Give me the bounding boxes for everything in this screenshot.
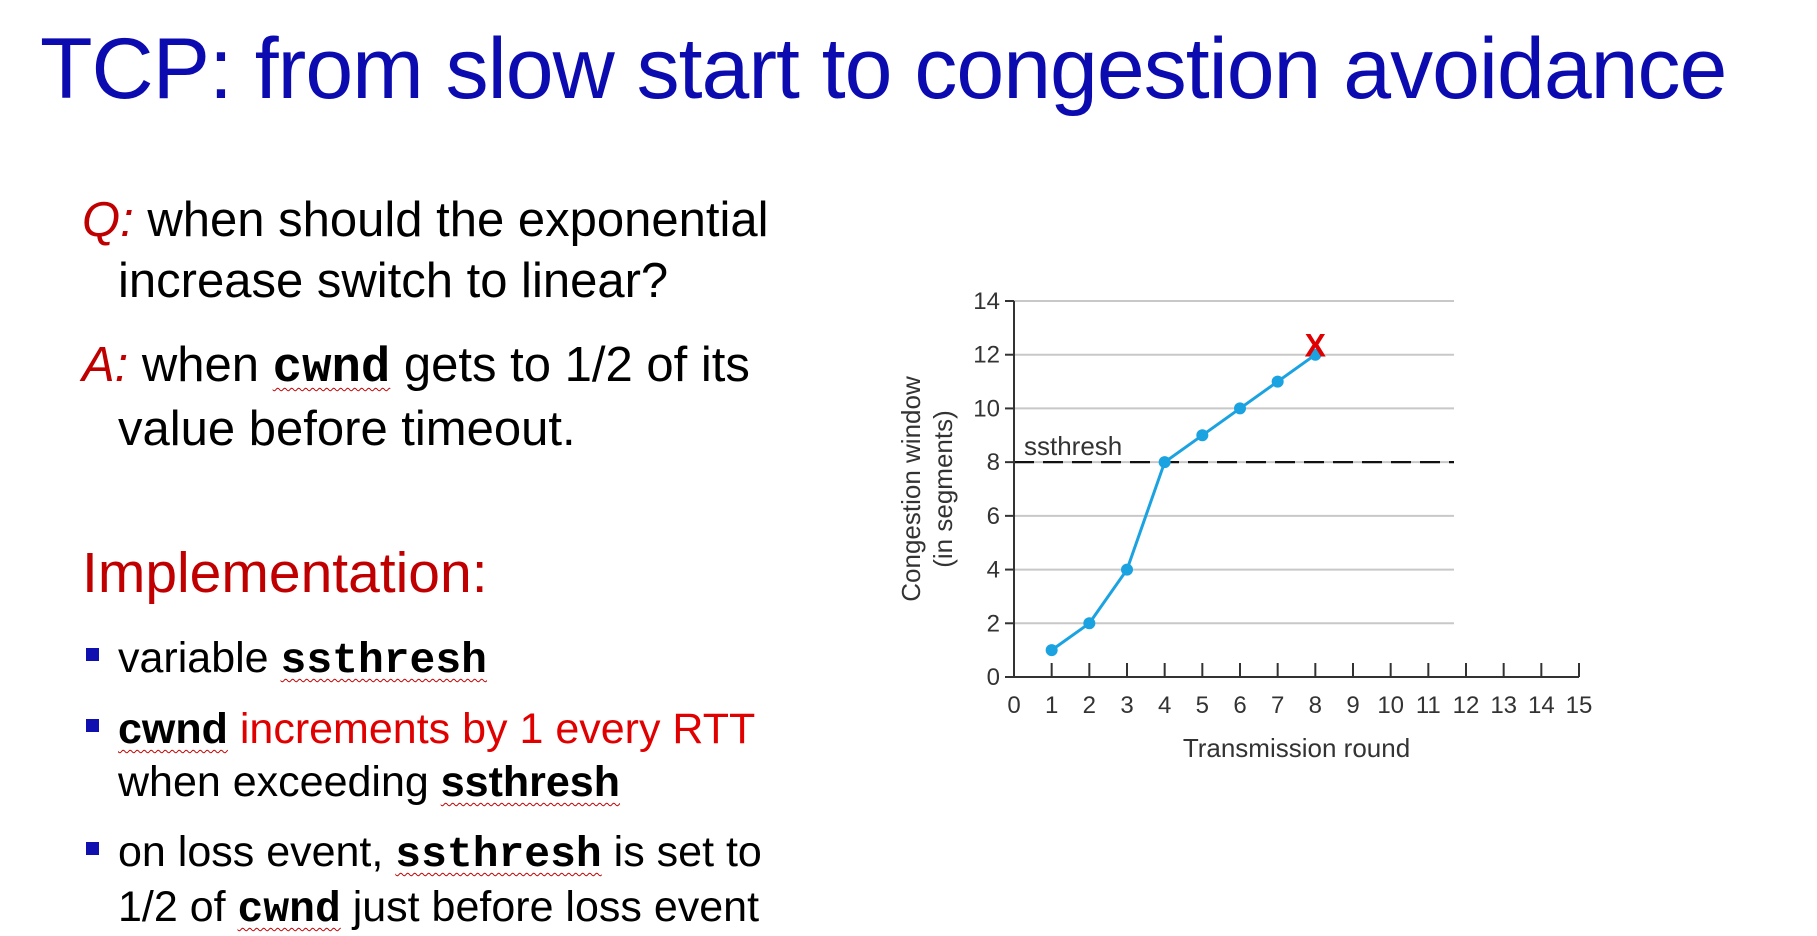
y-tick-label: 8	[987, 449, 1000, 476]
cwnd-data-point	[1045, 644, 1058, 657]
bullet-square-icon	[86, 719, 99, 732]
q-text-line2: increase switch to linear?	[118, 254, 669, 308]
y-tick-label: 12	[973, 342, 1000, 369]
x-tick-label: 15	[1566, 692, 1593, 719]
x-tick-label: 12	[1453, 692, 1480, 719]
chart-grid	[1014, 300, 1454, 625]
y-axis-label-line2: (in segments)	[928, 410, 958, 568]
a-label: A:	[82, 338, 129, 392]
x-axis-label: Transmission round	[1183, 733, 1410, 763]
x-tick-label: 4	[1158, 692, 1171, 719]
y-axis-label-line1: Congestion window	[896, 376, 926, 602]
chart-series	[1045, 348, 1322, 657]
bullet-square-icon	[86, 842, 99, 855]
bullet-3: on loss event, ssthresh is set to 1/2 of…	[82, 826, 882, 936]
cwnd-data-point	[1158, 456, 1171, 469]
a-text-line2: value before timeout.	[118, 402, 576, 456]
bullet-3-code: ssthresh	[395, 830, 602, 879]
x-tick-label: 3	[1120, 692, 1133, 719]
bullet-2-line2-pre: when exceeding	[118, 758, 441, 806]
bullet-1-pre: variable	[118, 634, 281, 682]
cwnd-series-line	[1050, 353, 1317, 652]
bullet-2: cwnd increments by 1 every RTT when exce…	[82, 703, 882, 809]
bullet-2-ssthresh: ssthresh	[440, 758, 620, 806]
x-tick-label: 6	[1233, 692, 1246, 719]
cwnd-data-point	[1234, 402, 1246, 415]
x-tick-label: 0	[1007, 692, 1020, 719]
bullet-3-line2-code: cwnd	[237, 885, 341, 934]
x-tick-label: 13	[1490, 692, 1517, 719]
cwnd-data-point	[1196, 429, 1209, 442]
a-text-post: gets to 1/2 of its	[390, 338, 750, 392]
cwnd-data-point	[1271, 375, 1284, 388]
q-label: Q:	[82, 193, 134, 247]
y-tick-label: 4	[987, 557, 1000, 584]
bullet-2-red-text: increments by 1 every RTT	[227, 705, 756, 753]
cwnd-data-point	[1309, 348, 1322, 361]
x-tick-label: 14	[1528, 692, 1555, 719]
x-tick-label: 5	[1196, 692, 1209, 719]
question-block: Q: when should the exponential increase …	[82, 190, 882, 312]
x-tick-label: 9	[1346, 692, 1359, 719]
bullet-2-cwnd: cwnd	[118, 705, 228, 753]
implementation-heading: Implementation:	[82, 541, 488, 605]
slide-title: TCP: from slow start to congestion avoid…	[40, 21, 1727, 117]
y-tick-label: 6	[987, 503, 1000, 530]
x-tick-label: 11	[1416, 692, 1441, 719]
bullet-3-line2-post: just before loss event	[340, 883, 760, 931]
bullet-3-line2-pre: 1/2 of	[118, 883, 238, 931]
ssthresh-label: ssthresh	[1024, 431, 1122, 461]
x-tick-label: 1	[1045, 692, 1058, 719]
bullet-3-pre: on loss event,	[118, 828, 396, 876]
loss-marker-x: X	[1305, 328, 1327, 364]
y-tick-label: 10	[973, 395, 1000, 422]
x-tick-label: 8	[1309, 692, 1322, 719]
y-tick-label: 14	[973, 288, 1000, 315]
y-tick-label: 0	[987, 664, 1000, 691]
cwnd-data-point	[1083, 617, 1096, 630]
x-tick-label: 2	[1083, 692, 1096, 719]
cwnd-data-point	[1121, 563, 1133, 576]
bullet-square-icon	[86, 648, 99, 661]
a-text-pre: when	[128, 338, 273, 392]
x-tick-label: 10	[1377, 692, 1404, 719]
answer-block: A: when cwnd gets to 1/2 of its value be…	[82, 335, 882, 460]
bullet-3-post: is set to	[601, 828, 762, 876]
x-tick-label: 7	[1271, 692, 1284, 719]
a-code-cwnd: cwnd	[272, 340, 391, 396]
bullet-1: variable ssthresh	[82, 632, 882, 687]
q-text-line1: when should the exponential	[133, 193, 769, 247]
bullet-1-code: ssthresh	[280, 636, 487, 685]
y-tick-label: 2	[987, 610, 1000, 637]
